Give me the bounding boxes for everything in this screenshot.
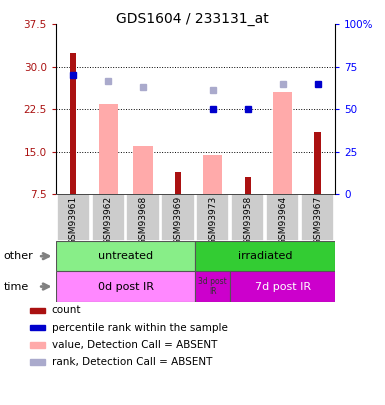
Bar xyxy=(244,177,251,194)
Bar xyxy=(57,194,90,241)
Bar xyxy=(30,325,45,330)
Bar xyxy=(99,104,118,194)
Text: GSM93961: GSM93961 xyxy=(69,196,78,245)
Bar xyxy=(195,241,335,271)
Text: 3d post
IR: 3d post IR xyxy=(198,277,227,296)
Text: irradiated: irradiated xyxy=(238,251,293,261)
Text: 7d post IR: 7d post IR xyxy=(254,281,311,292)
Bar xyxy=(196,194,229,241)
Bar xyxy=(134,146,152,194)
Bar xyxy=(175,172,181,194)
Text: GSM93958: GSM93958 xyxy=(243,196,252,245)
Bar xyxy=(301,194,334,241)
Bar xyxy=(273,92,292,194)
Bar xyxy=(70,53,76,194)
Text: GSM93962: GSM93962 xyxy=(104,196,113,245)
Text: 0d post IR: 0d post IR xyxy=(98,281,154,292)
Text: GSM93968: GSM93968 xyxy=(139,196,147,245)
Bar xyxy=(30,307,45,313)
Bar xyxy=(230,271,335,302)
Text: rank, Detection Call = ABSENT: rank, Detection Call = ABSENT xyxy=(52,357,212,367)
Bar xyxy=(56,241,195,271)
Text: GDS1604 / 233131_at: GDS1604 / 233131_at xyxy=(116,12,269,26)
Text: GSM93964: GSM93964 xyxy=(278,196,287,245)
Text: GSM93967: GSM93967 xyxy=(313,196,322,245)
Text: GSM93969: GSM93969 xyxy=(173,196,182,245)
Text: untreated: untreated xyxy=(98,251,153,261)
Text: value, Detection Call = ABSENT: value, Detection Call = ABSENT xyxy=(52,340,217,350)
Bar xyxy=(30,342,45,347)
Text: GSM93973: GSM93973 xyxy=(208,196,218,245)
Text: time: time xyxy=(4,281,29,292)
Bar xyxy=(92,194,125,241)
Text: other: other xyxy=(4,251,33,261)
Bar xyxy=(203,155,223,194)
Text: count: count xyxy=(52,305,81,315)
Bar xyxy=(266,194,299,241)
Text: percentile rank within the sample: percentile rank within the sample xyxy=(52,322,228,333)
Bar xyxy=(195,271,230,302)
Bar xyxy=(127,194,160,241)
Bar xyxy=(231,194,264,241)
Bar xyxy=(315,132,321,194)
Bar xyxy=(30,359,45,365)
Bar xyxy=(161,194,194,241)
Bar xyxy=(56,271,195,302)
